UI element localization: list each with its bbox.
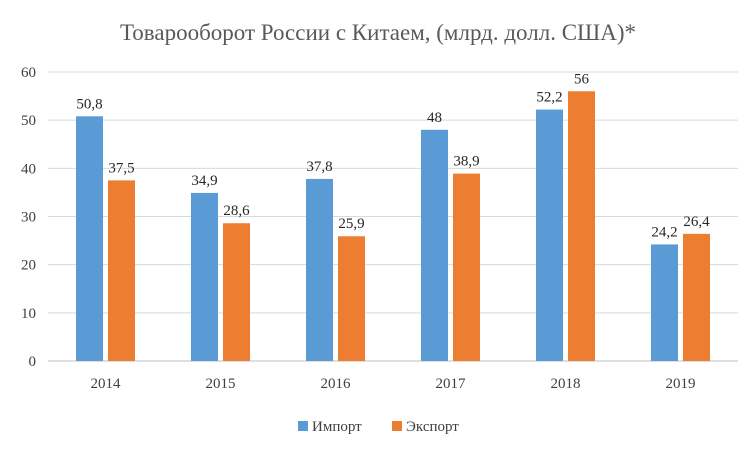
data-label: 52,2 bbox=[536, 90, 562, 106]
y-tick-label: 40 bbox=[21, 161, 36, 177]
legend-label-import: Импорт bbox=[312, 419, 362, 435]
data-label: 50,8 bbox=[76, 96, 102, 112]
data-label: 48 bbox=[427, 110, 442, 126]
y-axis-ticks: 0 10 20 30 40 50 60 bbox=[21, 65, 36, 370]
bar-export-2016 bbox=[338, 236, 365, 361]
data-label: 56 bbox=[574, 71, 590, 87]
y-tick-label: 50 bbox=[21, 113, 36, 129]
bar-import-2019 bbox=[651, 244, 678, 361]
bar-import-2018 bbox=[536, 109, 563, 361]
data-label: 24,2 bbox=[651, 224, 677, 240]
x-tick-label: 2018 bbox=[551, 376, 581, 392]
bar-export-2019 bbox=[683, 233, 710, 361]
data-labels: 50,8 37,5 34,9 28,6 37,8 25,9 48 38,9 52,2 56 24,2… bbox=[76, 71, 710, 240]
legend-label-export: Экспорт bbox=[406, 419, 459, 435]
bar-import-2016 bbox=[306, 178, 333, 361]
legend: Импорт Экспорт bbox=[298, 419, 459, 435]
bars bbox=[76, 91, 710, 362]
data-label: 34,9 bbox=[191, 173, 217, 189]
x-tick-label: 2015 bbox=[206, 376, 236, 392]
gridlines bbox=[48, 71, 738, 362]
y-tick-label: 0 bbox=[29, 354, 37, 370]
y-tick-label: 20 bbox=[21, 258, 36, 274]
bar-export-2017 bbox=[453, 173, 480, 361]
bar-import-2014 bbox=[76, 116, 103, 362]
chart-title: Товарооборот России с Китаем, (млрд. дол… bbox=[120, 20, 636, 45]
bar-import-2017 bbox=[421, 129, 448, 361]
legend-swatch-export bbox=[392, 421, 402, 431]
bar-export-2015 bbox=[223, 223, 250, 361]
y-tick-label: 60 bbox=[21, 65, 36, 81]
data-label: 37,8 bbox=[306, 159, 332, 175]
y-tick-label: 30 bbox=[21, 210, 36, 226]
x-tick-label: 2019 bbox=[666, 376, 696, 392]
data-label: 38,9 bbox=[453, 154, 479, 170]
x-tick-label: 2016 bbox=[321, 376, 352, 392]
bar-import-2015 bbox=[191, 192, 218, 361]
data-label: 28,6 bbox=[223, 203, 250, 219]
legend-swatch-import bbox=[298, 421, 308, 431]
bar-export-2018 bbox=[568, 91, 595, 362]
x-axis-ticks: 2014 2015 2016 2017 2018 2019 bbox=[91, 376, 696, 392]
data-label: 25,9 bbox=[338, 216, 364, 232]
data-label: 26,4 bbox=[683, 214, 710, 230]
x-tick-label: 2014 bbox=[91, 376, 122, 392]
bar-export-2014 bbox=[108, 180, 135, 361]
x-tick-label: 2017 bbox=[436, 376, 467, 392]
y-tick-label: 10 bbox=[21, 306, 36, 322]
data-label: 37,5 bbox=[108, 160, 134, 176]
